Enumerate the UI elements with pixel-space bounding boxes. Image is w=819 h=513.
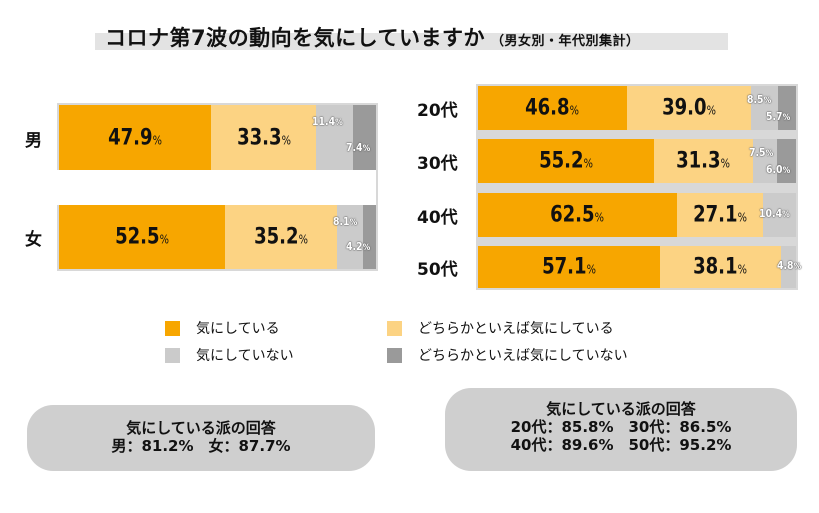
data-label: 57.1% (541, 254, 596, 280)
bar-segment (337, 205, 363, 269)
bar-segment (780, 246, 796, 288)
data-label: 4.2% (346, 240, 371, 254)
bar-segment: 33.3% (210, 105, 317, 170)
legend-item: どちらかといえば気にしている (387, 318, 614, 338)
data-label: 4.8% (776, 259, 801, 272)
summary-gender: 気にしている派の回答 男：81.2% 女：87.7% (27, 405, 375, 471)
data-label: 11.4% (312, 114, 344, 128)
bar-segment: 57.1% (478, 246, 660, 288)
data-label: 8.1% (333, 214, 358, 228)
title-text: コロナ第7波の動向を気にしていますか (105, 26, 485, 50)
bar-segment: 62.5% (478, 193, 677, 237)
data-label: 6.0% (766, 163, 791, 177)
data-label: 47.9% (107, 125, 162, 150)
bar-segment: 31.3% (653, 139, 754, 183)
summary-age: 気にしている派の回答 20代：85.8% 30代：86.5% 40代：89.6%… (445, 388, 797, 471)
legend-item: 気にしていない (165, 345, 294, 365)
summary-line: 男：81.2% 女：87.7% (111, 437, 291, 455)
summary-title: 気にしている派の回答 (126, 419, 276, 437)
bar-segment (762, 193, 796, 237)
bar-segment: 27.1% (676, 193, 763, 237)
summary-line: 20代：85.8% 30代：86.5% (510, 418, 732, 436)
bar-segment: 55.2% (478, 139, 654, 183)
page-title: コロナ第7波の動向を気にしていますか （男女別・年代別集計） (105, 22, 640, 52)
stacked-bar: 62.5% 27.1% (478, 193, 796, 237)
category-label: 40代 (417, 208, 458, 228)
data-label: 31.3% (676, 148, 731, 174)
legend-label: 気にしている (196, 321, 280, 337)
bar-segment (316, 105, 353, 170)
category-label: 女 (25, 230, 42, 250)
gender-chart-gap (57, 170, 376, 205)
stacked-bar: 47.9% 33.3% (59, 105, 376, 170)
bar-segment (352, 105, 376, 170)
category-label: 男 (25, 130, 42, 151)
bar-segment (750, 86, 778, 130)
legend-label: どちらかといえば気にしていない (418, 348, 628, 364)
title-band (95, 33, 728, 50)
legend-label: どちらかといえば気にしている (418, 321, 614, 337)
bar-segment (362, 205, 376, 269)
summary-title: 気にしている派の回答 (546, 400, 696, 418)
bar-segment: 35.2% (225, 205, 337, 269)
legend-swatch (165, 347, 180, 363)
category-label: 20代 (417, 101, 458, 121)
bar-segment: 39.0% (626, 86, 751, 130)
legend-swatch (387, 347, 402, 363)
summary-line: 40代：89.6% 50代：95.2% (510, 436, 732, 454)
stacked-bar: 46.8% 39.0% (478, 86, 796, 130)
data-label: 8.5% (746, 92, 772, 106)
legend-swatch (165, 320, 180, 336)
data-label: 46.8% (525, 95, 580, 121)
legend-item: どちらかといえば気にしていない (387, 345, 628, 365)
data-label: 52.5% (115, 224, 170, 250)
stacked-bar: 55.2% 31.3% (478, 139, 796, 183)
category-label: 30代 (417, 154, 458, 174)
bar-segment: 38.1% (659, 246, 781, 288)
bar-segment: 46.8% (478, 86, 627, 130)
data-label: 27.1% (692, 202, 747, 228)
data-label: 35.2% (254, 224, 309, 250)
bar-segment: 52.5% (59, 205, 226, 269)
data-label: 7.4% (346, 140, 371, 154)
data-label: 7.5% (749, 145, 774, 159)
data-label: 10.4% (758, 207, 790, 220)
data-label: 62.5% (550, 202, 605, 228)
data-label: 55.2% (538, 148, 593, 174)
data-label: 33.3% (236, 125, 291, 150)
subtitle: （男女別・年代別集計） (490, 34, 640, 49)
category-label: 50代 (417, 260, 458, 280)
data-label: 39.0% (661, 95, 716, 121)
bar-segment (753, 139, 777, 183)
bar-segment: 47.9% (59, 105, 211, 170)
legend-item: 気にしている (165, 318, 280, 338)
bar-segment (776, 139, 796, 183)
legend-swatch (387, 320, 402, 336)
data-label: 38.1% (693, 254, 748, 280)
stacked-bar: 57.1% 38.1% (478, 246, 796, 288)
data-label: 5.7% (766, 110, 791, 124)
stacked-bar: 52.5% 35.2% (59, 205, 376, 269)
legend-label: 気にしていない (196, 348, 294, 364)
bar-segment (777, 86, 796, 130)
